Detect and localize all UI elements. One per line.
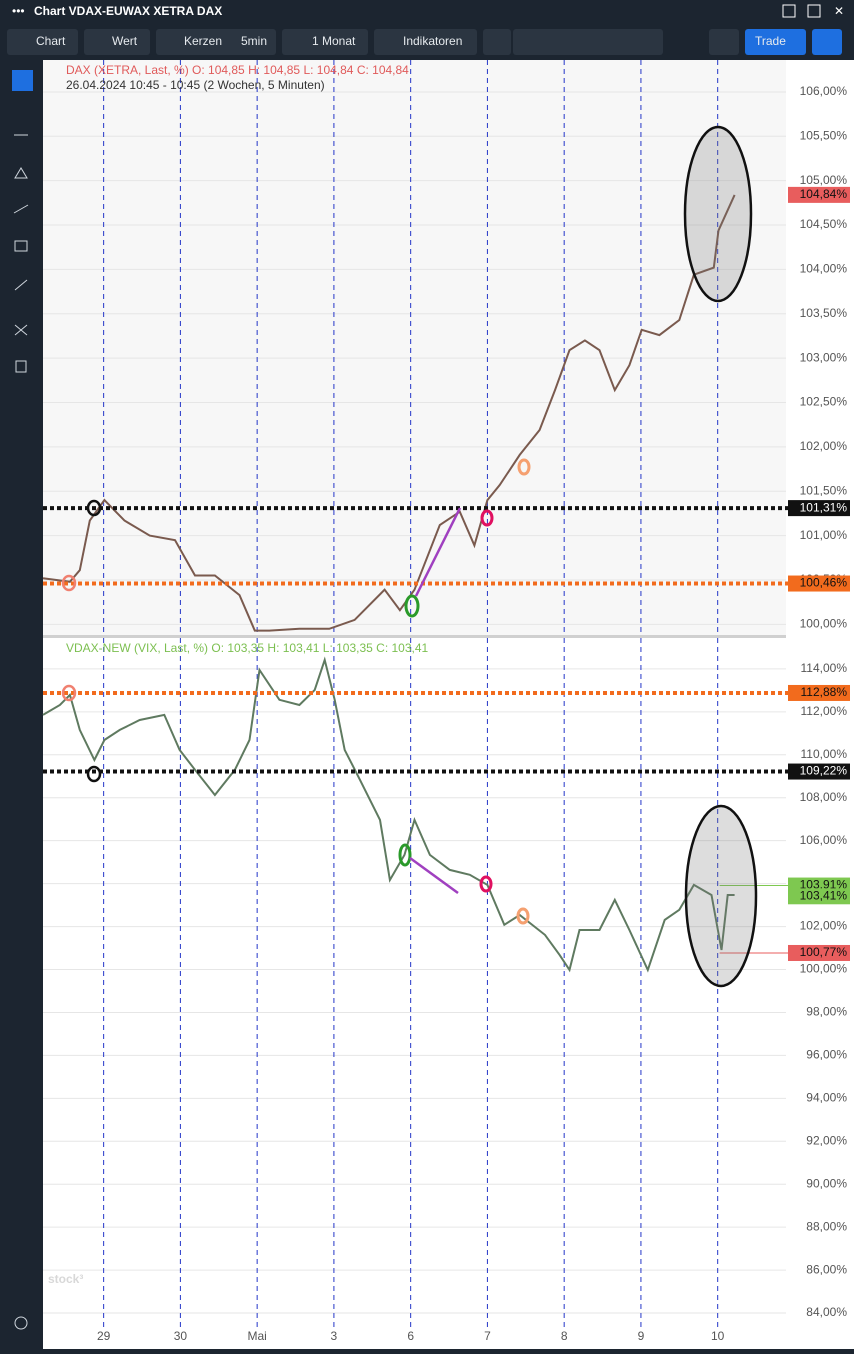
sidebar-icons — [13, 134, 29, 1330]
interval-label[interactable]: 5min — [241, 34, 267, 48]
watermark: stock³ — [48, 1272, 83, 1286]
level-box — [788, 186, 850, 203]
x-axis-area — [43, 1330, 786, 1349]
bookmark-button[interactable] — [483, 29, 511, 55]
y-tick-label: 90,00% — [806, 1176, 847, 1190]
level-label: 100,77% — [800, 945, 848, 959]
range-button-label: 1 Monat — [312, 34, 356, 48]
collapse-button[interactable] — [812, 29, 842, 55]
y-tick-label: 106,00% — [800, 84, 848, 98]
y-tick-label: 105,50% — [800, 128, 848, 142]
trade-button[interactable] — [745, 29, 806, 55]
x-tick-label: 9 — [638, 1329, 645, 1343]
wert-button[interactable] — [84, 29, 150, 55]
y-tick-label: 88,00% — [806, 1219, 847, 1233]
annotations — [61, 125, 758, 988]
x-tick-label: 7 — [484, 1329, 491, 1343]
level-label: 103,91% — [800, 878, 848, 892]
close-icon[interactable]: ✕ — [834, 4, 844, 18]
chart-subheader: 26.04.2024 10:45 - 10:45 (2 Wochen, 5 Mi… — [66, 78, 325, 92]
y-tick-label: 100,00% — [800, 962, 848, 976]
level-box — [788, 944, 850, 961]
window-title: Chart VDAX-EUWAX XETRA DAX — [34, 4, 222, 18]
kerzen-button[interactable] — [156, 29, 276, 55]
chart-0 — [42, 60, 850, 635]
level-label: 104,84% — [800, 187, 848, 201]
x-tick-label: 10 — [711, 1329, 725, 1343]
level-box — [788, 500, 850, 517]
level-box — [788, 888, 850, 905]
level-label: 112,88% — [801, 685, 848, 699]
y-tick-label: 112,00% — [801, 704, 848, 718]
y-tick-label: 104,00% — [800, 262, 848, 276]
level-box — [788, 575, 850, 592]
chart-button-label: Chart — [36, 34, 66, 48]
y-tick-label: 103,00% — [800, 350, 848, 364]
level-label: 101,31% — [800, 500, 848, 514]
range-button[interactable] — [282, 29, 368, 55]
y-tick-label: 102,00% — [800, 919, 848, 933]
y-tick-label: 103,50% — [800, 306, 848, 320]
y-tick-label: 106,00% — [800, 833, 848, 847]
y-tick-label: 105,00% — [800, 173, 848, 187]
y-tick-label: 101,50% — [800, 483, 848, 497]
y-tick-label: 96,00% — [806, 1048, 847, 1062]
y-tick-label: 114,00% — [801, 661, 848, 675]
level-box — [788, 684, 850, 701]
y-tick-label: 104,50% — [800, 217, 848, 231]
chart-header: DAX (XETRA, Last, %) O: 104,85 H: 104,85… — [66, 63, 409, 77]
x-tick-label: 3 — [331, 1329, 338, 1343]
trade-button-label: Trade — [755, 34, 786, 48]
price-line — [42, 194, 736, 632]
chart-1 — [42, 638, 850, 1330]
level-label: 103,41% — [800, 888, 848, 902]
level-label: 100,46% — [800, 576, 848, 590]
wert-button-label: Wert — [112, 34, 138, 48]
level-box — [788, 763, 850, 780]
ai-button[interactable] — [709, 29, 739, 55]
y-tick-label: 110,00% — [801, 747, 848, 761]
y-tick-label: 108,00% — [800, 790, 848, 804]
x-tick-label: 30 — [174, 1329, 188, 1343]
y-tick-label: 86,00% — [806, 1262, 847, 1276]
chart-button[interactable] — [7, 29, 78, 55]
price-line — [42, 656, 735, 973]
kerzen-button-label: Kerzen — [184, 34, 222, 48]
top-panel — [43, 60, 786, 635]
x-tick-label: 6 — [407, 1329, 414, 1343]
y-tick-label: 84,00% — [806, 1305, 847, 1319]
logo — [12, 70, 33, 91]
y-tick-label: 100,00% — [800, 617, 848, 631]
y-tick-label: 102,50% — [800, 395, 848, 409]
menu-dots[interactable]: ••• — [12, 4, 25, 18]
y-axis-area — [786, 60, 854, 1349]
y-tick-label: 102,00% — [800, 439, 848, 453]
chart-header: VDAX-NEW (VIX, Last, %) O: 103,35 H: 103… — [66, 641, 429, 655]
level-labels: 100,00%100,50%101,00%101,50%102,00%102,5… — [66, 63, 850, 1343]
indicators-button[interactable] — [374, 29, 477, 55]
popout-icon[interactable] — [807, 4, 821, 18]
x-tick-label: 29 — [97, 1329, 111, 1343]
y-tick-label: 98,00% — [806, 1005, 847, 1019]
plots — [42, 60, 850, 1330]
expand-icon[interactable] — [782, 4, 796, 18]
y-tick-label: 92,00% — [806, 1133, 847, 1147]
y-tick-label: 94,00% — [806, 1091, 847, 1105]
bottom-panel — [43, 638, 786, 1330]
level-label: 109,22% — [800, 764, 848, 778]
drawing-tools[interactable] — [513, 29, 663, 55]
indicators-button-label: Indikatoren — [403, 34, 462, 48]
y-tick-label: 101,00% — [800, 528, 848, 542]
x-tick-label: Mai — [247, 1329, 266, 1343]
x-tick-label: 8 — [561, 1329, 568, 1343]
